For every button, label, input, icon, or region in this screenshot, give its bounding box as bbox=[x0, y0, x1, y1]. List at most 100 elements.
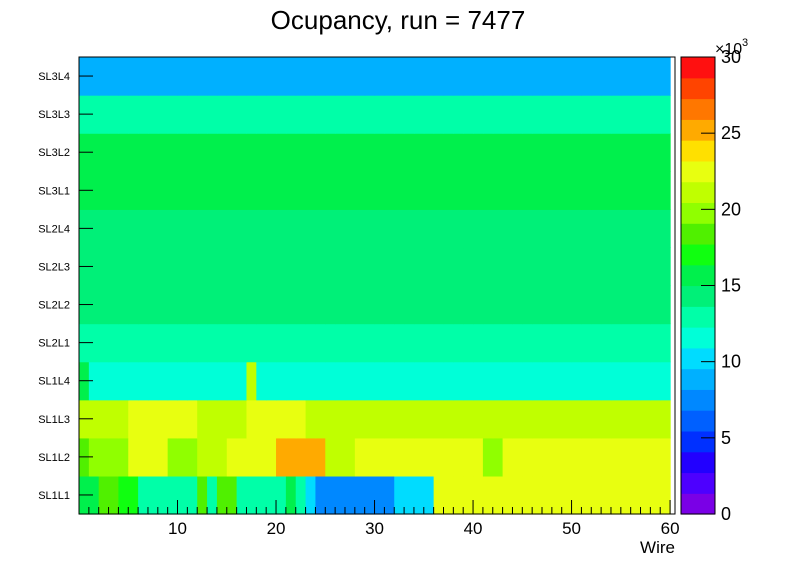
heatmap-cell bbox=[216, 475, 228, 515]
heatmap-cell bbox=[197, 475, 208, 515]
color-scale-segment bbox=[681, 181, 715, 204]
heatmap-cell bbox=[571, 171, 583, 210]
heatmap-cell bbox=[364, 399, 376, 439]
heatmap-cell bbox=[630, 57, 642, 96]
heatmap-cell bbox=[413, 361, 425, 401]
heatmap-cell bbox=[167, 323, 179, 363]
heatmap-cell bbox=[325, 247, 336, 287]
heatmap-cell bbox=[620, 133, 632, 172]
heatmap-cell bbox=[197, 95, 208, 134]
heatmap-cell bbox=[542, 437, 553, 477]
heatmap-cell bbox=[610, 171, 622, 210]
heatmap-cell bbox=[620, 399, 632, 439]
heatmap-cell bbox=[374, 95, 385, 134]
heatmap-cell bbox=[601, 133, 612, 172]
color-scale-segment bbox=[681, 77, 715, 100]
heatmap-cell bbox=[295, 133, 307, 172]
heatmap-cell bbox=[610, 247, 622, 287]
heatmap-cell bbox=[551, 285, 563, 325]
heatmap-cell bbox=[492, 57, 504, 96]
heatmap-cell bbox=[384, 95, 395, 134]
heatmap-cell bbox=[207, 285, 218, 325]
heatmap-cell bbox=[453, 133, 464, 172]
heatmap-cell bbox=[266, 247, 277, 287]
color-scale-segment bbox=[681, 410, 715, 432]
heatmap-cell bbox=[285, 437, 297, 477]
heatmap-cell bbox=[88, 323, 100, 363]
heatmap-cell bbox=[492, 285, 504, 325]
heatmap-cell bbox=[315, 285, 326, 325]
x-tick-label: 30 bbox=[365, 519, 384, 538]
heatmap-cell bbox=[226, 133, 238, 172]
heatmap-cell bbox=[197, 399, 208, 439]
heatmap-cell bbox=[374, 285, 385, 325]
heatmap-cell bbox=[443, 247, 454, 287]
heatmap-cell bbox=[532, 171, 543, 210]
heatmap-cell bbox=[157, 285, 169, 325]
heatmap-cell bbox=[542, 323, 553, 363]
heatmap-cell bbox=[463, 247, 474, 287]
heatmap-cell bbox=[344, 95, 356, 134]
heatmap-cell bbox=[610, 57, 622, 96]
heatmap-cell bbox=[660, 437, 671, 477]
heatmap-cell bbox=[660, 57, 671, 96]
heatmap-cell bbox=[630, 209, 642, 249]
heatmap-cell bbox=[453, 399, 464, 439]
heatmap-cell bbox=[236, 247, 248, 287]
heatmap-cell bbox=[315, 57, 326, 96]
heatmap-cell bbox=[581, 209, 592, 249]
heatmap-cell bbox=[305, 171, 317, 210]
heatmap-cell bbox=[246, 133, 257, 172]
heatmap-cell bbox=[482, 399, 494, 439]
heatmap-cell bbox=[492, 361, 504, 401]
heatmap-cell bbox=[207, 247, 218, 287]
heatmap-cell bbox=[394, 475, 405, 515]
heatmap-cell bbox=[423, 475, 435, 515]
heatmap-cell bbox=[404, 95, 415, 134]
heatmap-cell bbox=[384, 285, 395, 325]
heatmap-cell bbox=[502, 399, 514, 439]
heatmap-cell bbox=[620, 209, 632, 249]
heatmap-cell bbox=[177, 437, 188, 477]
color-scale-segment bbox=[681, 451, 715, 474]
heatmap-cell bbox=[285, 475, 297, 515]
heatmap-cell bbox=[88, 399, 100, 439]
heatmap-cell bbox=[473, 399, 484, 439]
heatmap-cell bbox=[413, 57, 425, 96]
heatmap-cell bbox=[482, 57, 494, 96]
heatmap-cell bbox=[542, 399, 553, 439]
y-tick-label: SL3L1 bbox=[38, 185, 70, 197]
heatmap-cell bbox=[394, 171, 405, 210]
heatmap-cell bbox=[364, 209, 376, 249]
heatmap-cell bbox=[236, 95, 248, 134]
heatmap-cell bbox=[561, 323, 573, 363]
heatmap-cell bbox=[157, 95, 169, 134]
heatmap-cell bbox=[118, 57, 129, 96]
heatmap-cell bbox=[157, 247, 169, 287]
heatmap-cell bbox=[542, 171, 553, 210]
heatmap-cell bbox=[640, 133, 651, 172]
heatmap-cell bbox=[147, 437, 159, 477]
heatmap-cell bbox=[423, 361, 435, 401]
heatmap-cell bbox=[620, 323, 632, 363]
heatmap-cell bbox=[98, 209, 110, 249]
heatmap-cell bbox=[325, 323, 336, 363]
heatmap-cell bbox=[463, 361, 474, 401]
color-scale-segment bbox=[681, 472, 715, 494]
heatmap-cell bbox=[216, 133, 228, 172]
heatmap-cell bbox=[581, 361, 592, 401]
heatmap-cell bbox=[532, 437, 543, 477]
color-scale-segment bbox=[681, 493, 715, 515]
heatmap-cell bbox=[532, 399, 543, 439]
heatmap-cell bbox=[433, 399, 445, 439]
heatmap-cell bbox=[187, 57, 198, 96]
heatmap-cell bbox=[650, 437, 661, 477]
heatmap-cell bbox=[118, 475, 129, 515]
heatmap-cell bbox=[601, 361, 612, 401]
plot-frame bbox=[78, 56, 676, 515]
y-tick-label: SL2L2 bbox=[38, 300, 70, 312]
heatmap-cell bbox=[561, 285, 573, 325]
heatmap-cell bbox=[453, 361, 464, 401]
heatmap-cell bbox=[344, 475, 356, 515]
